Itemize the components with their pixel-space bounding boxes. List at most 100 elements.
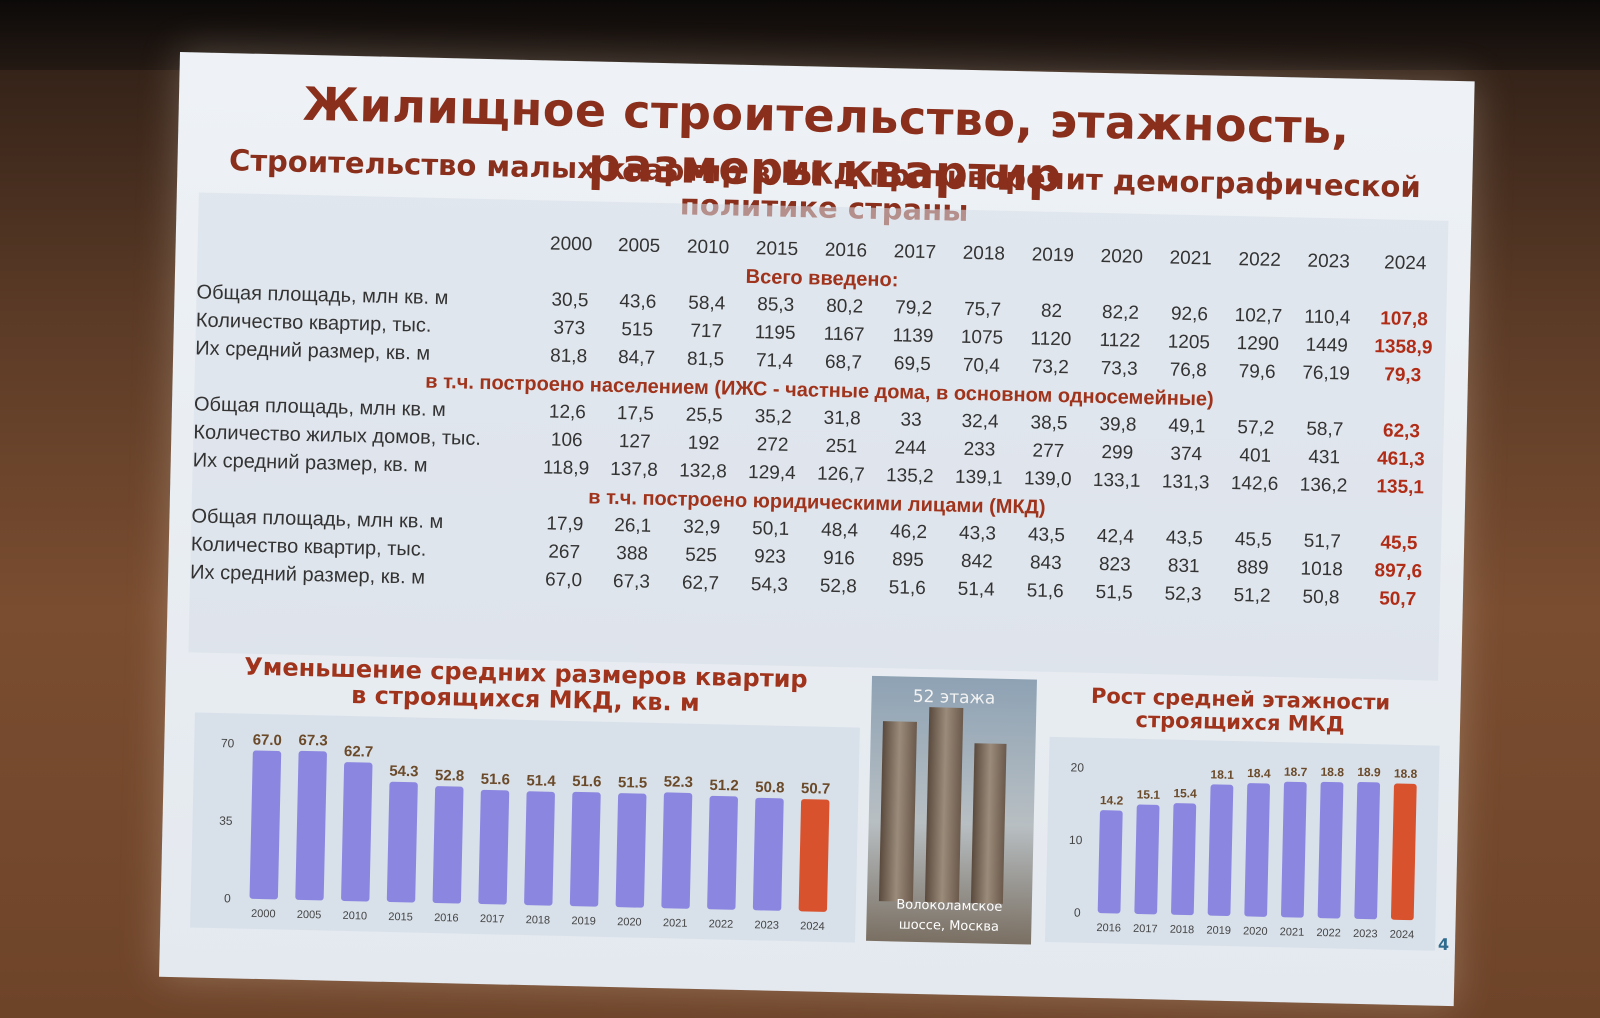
- chart-left-svg: 0 35 70 67.0 2000 67.3 2005 62.7 2010 54.3 2015 52.…: [219, 731, 831, 932]
- table-header-year: 2023: [1307, 250, 1351, 273]
- chart-bar: [341, 762, 373, 902]
- table-cell: 50,8: [1302, 586, 1340, 609]
- table-cell: 45,5: [1380, 532, 1418, 555]
- table-header-year: 2019: [1031, 244, 1075, 267]
- table-cell: 52,8: [819, 575, 858, 598]
- table-cell: 895: [891, 549, 925, 572]
- table-cell: 58,7: [1306, 418, 1344, 441]
- chart-bar: [478, 789, 510, 905]
- table-cell: 69,5: [893, 353, 932, 376]
- chart-data-label: 51.6: [481, 771, 511, 789]
- table-cell: 1139: [892, 325, 934, 348]
- table-cell: 1195: [754, 322, 796, 345]
- table-cell: 38,5: [1030, 412, 1068, 435]
- table-cell: 139,0: [1023, 468, 1072, 491]
- chart-data-label: 52.8: [435, 767, 465, 785]
- tower-shape-3: [970, 743, 1007, 904]
- table-cell: 1120: [1030, 328, 1072, 351]
- table-cell: 843: [1029, 552, 1062, 575]
- chart-data-label: 51.6: [572, 773, 602, 791]
- chart-left-panel: 0 35 70 67.0 2000 67.3 2005 62.7 2010 54.3 2015 52.…: [190, 712, 860, 943]
- table-header-year: 2018: [962, 242, 1006, 265]
- table-cell: 136,2: [1299, 474, 1348, 497]
- table-cell: 79,2: [894, 297, 933, 320]
- chart-data-label: 15.4: [1173, 786, 1197, 801]
- table-header-year: 2010: [686, 236, 730, 259]
- table-cell: 75,7: [963, 298, 1002, 321]
- chart-data-label: 54.3: [389, 763, 419, 781]
- x-tick-label: 2019: [1206, 925, 1231, 938]
- chart-data-label: 50.7: [801, 780, 831, 798]
- x-tick-label: 2023: [754, 919, 779, 932]
- table-cell: 67,3: [612, 570, 651, 593]
- table-cell: 133,1: [1092, 469, 1141, 492]
- table-cell: 137,8: [610, 458, 659, 481]
- x-tick-label: 2022: [709, 918, 734, 931]
- table-cell: 401: [1239, 445, 1272, 467]
- table-cell: 52,3: [1164, 583, 1202, 606]
- chart-data-label: 67.0: [253, 731, 283, 749]
- chart-bar: [432, 786, 464, 904]
- table-cell: 126,7: [816, 463, 865, 486]
- photo-caption-location-line2: шоссе, Москва: [898, 917, 1000, 935]
- table-cell: 135,1: [1376, 476, 1425, 499]
- table-cell: 46,2: [889, 521, 928, 544]
- table-cell: 42,4: [1096, 525, 1135, 548]
- table-cell: 388: [616, 543, 649, 565]
- chart-bar: [752, 797, 784, 911]
- chart-bar: [798, 799, 830, 912]
- presentation-slide: Жилищное строительство, этажность, разме…: [159, 52, 1475, 1007]
- x-tick-label: 2024: [1390, 929, 1415, 942]
- chart-data-label: 51.4: [526, 772, 556, 790]
- y-tick-label: 20: [1070, 760, 1084, 774]
- chart-bar: [1207, 784, 1234, 916]
- table-cell: 831: [1167, 555, 1200, 578]
- table-cell: 82: [1040, 300, 1063, 323]
- chart-bar: [386, 781, 418, 903]
- table-cell: 106: [550, 429, 583, 452]
- table-cell: 51,2: [1233, 585, 1271, 607]
- table-cell: 51,4: [957, 578, 995, 601]
- y-tick-label: 10: [1069, 833, 1083, 847]
- table-cell: 1205: [1167, 331, 1211, 354]
- table-cell: 277: [1032, 440, 1065, 463]
- table-cell: 461,3: [1376, 448, 1425, 471]
- x-tick-label: 2017: [1133, 923, 1158, 936]
- table-cell: 43,5: [1165, 527, 1204, 550]
- table-cell: 71,4: [755, 350, 794, 372]
- table-cell: 49,1: [1168, 415, 1206, 438]
- table-cell: 51,7: [1303, 530, 1341, 553]
- table-cell: 54,3: [750, 574, 789, 596]
- chart-bar: [295, 750, 327, 901]
- chart-bar: [615, 793, 647, 908]
- chart-data-label: 18.8: [1394, 766, 1418, 781]
- y-tick-label: 35: [219, 814, 233, 828]
- x-tick-label: 2016: [1096, 922, 1121, 935]
- table-header-year: 2021: [1169, 247, 1213, 270]
- table-cell: 1358,9: [1374, 336, 1433, 359]
- x-tick-label: 2021: [663, 917, 688, 930]
- table-cell: 1167: [823, 323, 865, 346]
- table-cell: 17,9: [546, 513, 584, 536]
- table-cell: 32,4: [961, 410, 999, 433]
- table-cell: 80,2: [825, 295, 864, 318]
- table-cell: 374: [1170, 443, 1203, 466]
- chart-data-label: 50.8: [755, 779, 785, 797]
- table-cell: 25,5: [685, 404, 723, 427]
- table-cell: 43,3: [958, 522, 997, 545]
- chart-data-label: 62.7: [344, 743, 374, 761]
- page-number: 4: [1437, 934, 1450, 955]
- table-cell: 916: [822, 547, 856, 570]
- table-cell: 515: [621, 319, 654, 341]
- table-header-year: 2005: [617, 234, 661, 257]
- chart-bar: [249, 750, 282, 900]
- table-cell: 51,6: [1026, 580, 1064, 603]
- chart-bar: [524, 791, 555, 906]
- chart-right-title: Рост средней этажности строящихся МКД: [1045, 684, 1436, 739]
- table-header-year: 2016: [824, 239, 868, 262]
- table-cell: 897,6: [1374, 560, 1423, 583]
- table-cell: 68,7: [824, 351, 863, 374]
- chart-bar: [1134, 804, 1160, 915]
- table-cell: 57,2: [1237, 417, 1275, 439]
- table-cell: 76,8: [1169, 359, 1207, 382]
